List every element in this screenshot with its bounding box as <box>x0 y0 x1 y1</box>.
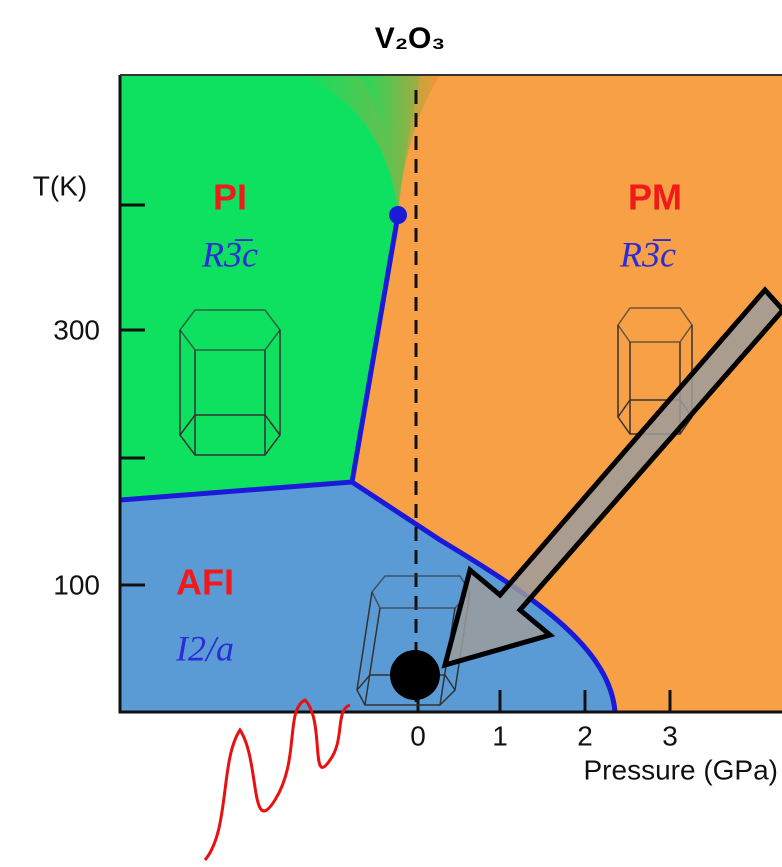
y-ticks <box>120 203 145 587</box>
y-axis-label: T(K) <box>33 170 87 201</box>
sample-dot <box>390 650 440 700</box>
space-group: R3̅c <box>201 234 258 274</box>
y-tick-label: 100 <box>53 569 100 600</box>
afi-region <box>120 482 615 712</box>
arrow <box>441 286 782 669</box>
plot-area <box>118 74 782 714</box>
critical-point <box>389 206 407 224</box>
axes <box>118 75 782 714</box>
title: V₂O₃ <box>375 22 446 55</box>
x-ticks <box>416 690 672 712</box>
prism-pi <box>179 309 281 456</box>
x-tick-label: 3 <box>662 720 678 751</box>
phase-name: PI <box>213 177 247 218</box>
x-tick-label: 1 <box>492 720 508 751</box>
x-tick-label: 2 <box>577 720 593 751</box>
space-group: R3̅c <box>619 234 676 274</box>
light-pulse <box>203 698 351 861</box>
x-axis-label: Pressure (GPa) <box>584 754 779 785</box>
x-tick-label: 0 <box>410 720 426 751</box>
crossover-fade <box>360 75 440 215</box>
phase-boundary <box>119 214 618 713</box>
phase-name: PM <box>628 177 682 218</box>
y-tick-label: 300 <box>53 314 100 345</box>
phase-name: AFI <box>176 562 234 603</box>
pm-region <box>352 75 782 712</box>
space-group: I2/a <box>175 628 234 668</box>
